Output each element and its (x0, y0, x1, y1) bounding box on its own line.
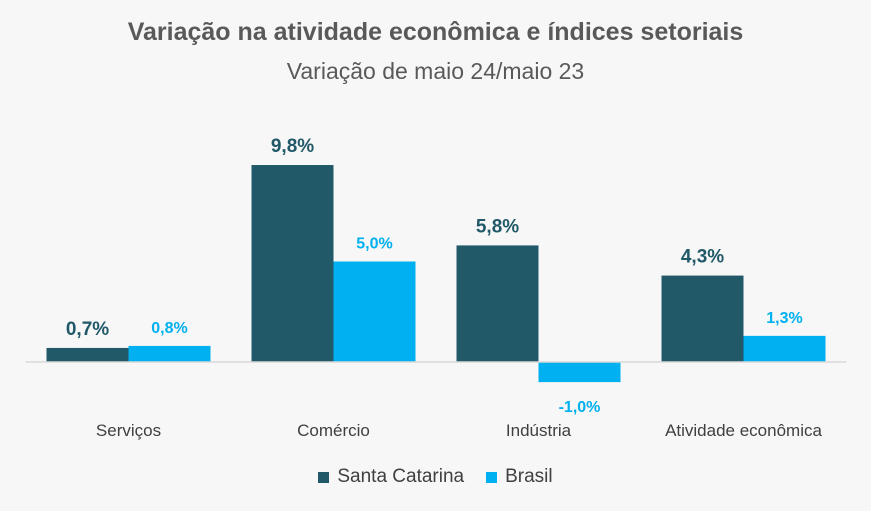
data-label-brasil-comercio: 5,0% (356, 236, 392, 253)
bar-santa-catarina-industria (456, 245, 539, 362)
legend-swatch-santa-catarina (318, 471, 330, 483)
legend-label-santa-catarina: Santa Catarina (337, 466, 465, 487)
legend-item-brasil: Brasil (486, 466, 553, 488)
bar-brasil-comercio (333, 261, 416, 362)
data-label-brasil-industria: -1,0% (559, 399, 601, 416)
category-label-comercio: Comércio (297, 421, 370, 440)
bar-santa-catarina-atividade-economica (661, 275, 744, 362)
bar-santa-catarina-comercio (251, 165, 334, 362)
bar-brasil-servicos (128, 345, 211, 362)
legend: Santa Catarina Brasil (0, 466, 871, 488)
bar-brasil-atividade-economica (743, 335, 826, 362)
bar-santa-catarina-servicos (46, 347, 129, 362)
data-label-santa-catarina-atividade-economica: 4,3% (681, 247, 724, 268)
category-label-atividade-economica: Atividade econômica (665, 421, 822, 440)
legend-swatch-brasil (486, 471, 498, 483)
category-label-servicos: Serviços (96, 421, 161, 440)
chart-subtitle: Variação de maio 24/maio 23 (286, 58, 585, 84)
legend-label-brasil: Brasil (505, 466, 553, 487)
legend-item-santa-catarina: Santa Catarina (318, 466, 464, 488)
data-label-santa-catarina-servicos: 0,7% (66, 319, 109, 340)
category-label-industria: Indústria (506, 421, 572, 440)
data-label-brasil-atividade-economica: 1,3% (766, 310, 802, 327)
chart-title: Variação na atividade econômica e índice… (127, 18, 744, 46)
data-label-santa-catarina-comercio: 9,8% (271, 136, 314, 157)
data-label-brasil-servicos: 0,8% (151, 320, 187, 337)
bar-brasil-industria (538, 362, 621, 383)
data-label-santa-catarina-industria: 5,8% (476, 216, 519, 237)
